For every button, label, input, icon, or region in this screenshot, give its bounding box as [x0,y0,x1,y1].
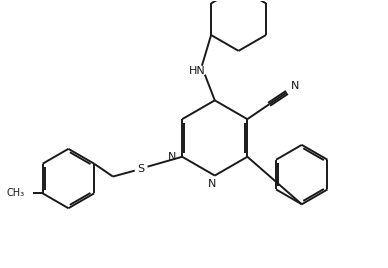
Text: HN: HN [189,66,205,76]
Text: S: S [137,164,144,174]
Text: N: N [291,81,299,91]
Text: CH₃: CH₃ [7,188,25,198]
Text: N: N [168,152,177,162]
Text: N: N [208,180,216,189]
